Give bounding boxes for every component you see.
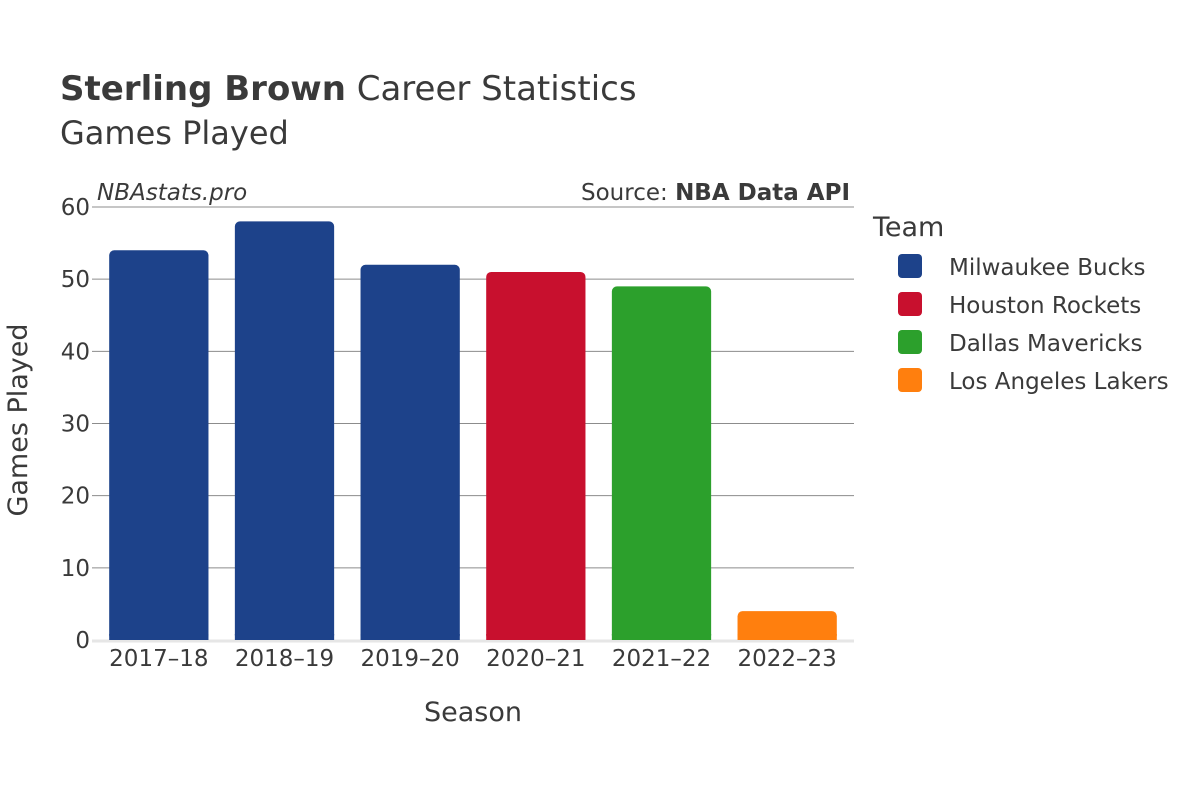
legend: Milwaukee Bucks Houston Rockets Dallas Mav… bbox=[898, 254, 1169, 395]
legend-label[interactable]: Milwaukee Bucks bbox=[949, 255, 1146, 281]
x-tick-label: 2022–23 bbox=[738, 646, 837, 672]
y-tick-label: 0 bbox=[75, 628, 90, 654]
bar-base bbox=[611, 634, 712, 640]
bar-2019–20[interactable] bbox=[360, 264, 460, 640]
y-tick-label: 20 bbox=[61, 484, 90, 510]
x-tick-label: 2018–19 bbox=[235, 646, 334, 672]
legend-swatch bbox=[898, 292, 922, 316]
chart-title-bold: Sterling Brown bbox=[60, 69, 346, 109]
bar-base bbox=[109, 634, 209, 640]
watermark: NBAstats.pro bbox=[97, 180, 247, 206]
legend-swatch bbox=[898, 254, 922, 278]
bar-base bbox=[234, 634, 335, 640]
x-axis-title: Season bbox=[424, 697, 522, 728]
x-tick-labels: 2017–18 2018–19 2019–20 2020–21 2021–22 2022–… bbox=[109, 646, 837, 672]
chart-subtitle: Games Played bbox=[60, 114, 289, 152]
grid-lines bbox=[92, 206, 854, 643]
bar-base bbox=[360, 634, 460, 640]
y-axis-title: Games Played bbox=[3, 323, 34, 516]
chart-title-rest: Career Statistics bbox=[346, 69, 637, 109]
bar-2017–18[interactable] bbox=[109, 250, 209, 641]
source-label: Source: NBA Data API bbox=[581, 180, 850, 206]
y-tick-label: 50 bbox=[61, 267, 90, 293]
bar-base bbox=[737, 634, 837, 640]
y-tick-label: 30 bbox=[61, 412, 90, 438]
bar-2022–23[interactable] bbox=[737, 611, 837, 640]
bar-2021–22[interactable] bbox=[611, 286, 712, 640]
legend-title: Team bbox=[872, 212, 944, 243]
source-name: NBA Data API bbox=[675, 180, 850, 206]
legend-label[interactable]: Houston Rockets bbox=[949, 293, 1141, 319]
legend-label[interactable]: Los Angeles Lakers bbox=[949, 369, 1169, 395]
bars bbox=[109, 221, 837, 641]
y-tick-label: 10 bbox=[61, 556, 90, 582]
chart-title: Sterling Brown Career Statistics bbox=[60, 69, 637, 109]
source-prefix: Source: bbox=[581, 180, 675, 206]
x-tick-label: 2020–21 bbox=[486, 646, 585, 672]
y-tick-labels: 0 10 20 30 40 50 60 bbox=[61, 195, 90, 654]
legend-swatch bbox=[898, 330, 922, 354]
y-tick-label: 60 bbox=[61, 195, 90, 221]
legend-swatch bbox=[898, 368, 922, 392]
bar-2018–19[interactable] bbox=[234, 221, 335, 640]
bar-2020–21[interactable] bbox=[486, 271, 586, 640]
x-tick-label: 2021–22 bbox=[612, 646, 711, 672]
legend-label[interactable]: Dallas Mavericks bbox=[949, 331, 1142, 357]
bar-base bbox=[486, 634, 586, 640]
y-tick-label: 40 bbox=[61, 339, 90, 365]
x-tick-label: 2017–18 bbox=[109, 646, 208, 672]
x-tick-label: 2019–20 bbox=[361, 646, 460, 672]
